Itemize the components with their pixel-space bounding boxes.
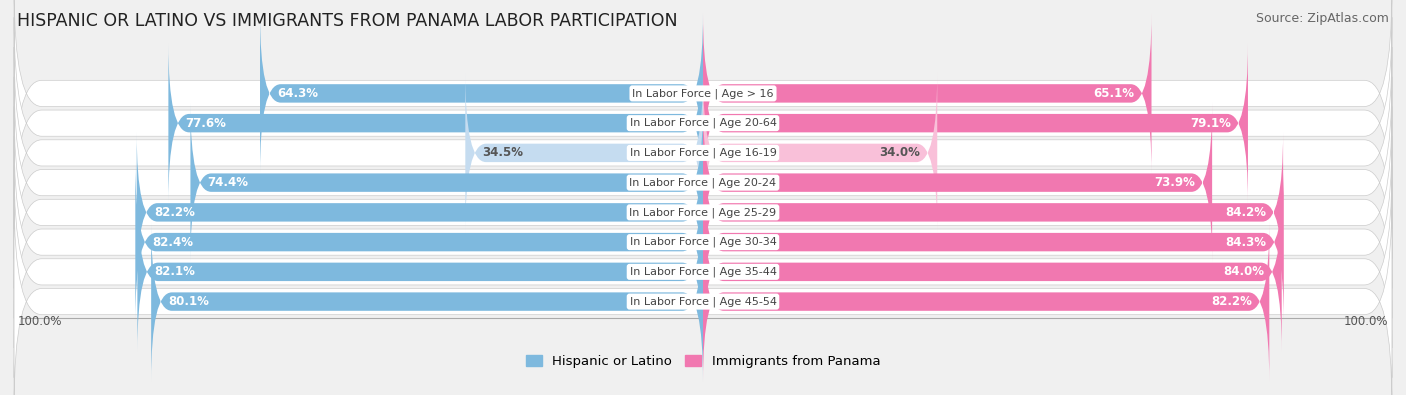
FancyBboxPatch shape: [703, 222, 1270, 382]
FancyBboxPatch shape: [703, 192, 1282, 352]
FancyBboxPatch shape: [152, 222, 703, 382]
Legend: Hispanic or Latino, Immigrants from Panama: Hispanic or Latino, Immigrants from Pana…: [520, 349, 886, 373]
FancyBboxPatch shape: [465, 73, 703, 233]
FancyBboxPatch shape: [14, 196, 1392, 395]
FancyBboxPatch shape: [14, 136, 1392, 348]
Text: In Labor Force | Age 35-44: In Labor Force | Age 35-44: [630, 267, 776, 277]
FancyBboxPatch shape: [703, 43, 1249, 203]
Text: In Labor Force | Age 20-64: In Labor Force | Age 20-64: [630, 118, 776, 128]
FancyBboxPatch shape: [703, 73, 938, 233]
FancyBboxPatch shape: [703, 132, 1284, 292]
FancyBboxPatch shape: [169, 43, 703, 203]
Text: 79.1%: 79.1%: [1189, 117, 1230, 130]
Text: In Labor Force | Age > 16: In Labor Force | Age > 16: [633, 88, 773, 99]
Text: 100.0%: 100.0%: [17, 315, 62, 328]
FancyBboxPatch shape: [136, 132, 703, 292]
FancyBboxPatch shape: [14, 166, 1392, 378]
FancyBboxPatch shape: [703, 162, 1284, 322]
Text: 34.0%: 34.0%: [879, 147, 920, 160]
Text: 100.0%: 100.0%: [1344, 315, 1389, 328]
Text: 73.9%: 73.9%: [1154, 176, 1195, 189]
Text: HISPANIC OR LATINO VS IMMIGRANTS FROM PANAMA LABOR PARTICIPATION: HISPANIC OR LATINO VS IMMIGRANTS FROM PA…: [17, 12, 678, 30]
FancyBboxPatch shape: [14, 0, 1392, 199]
Text: 64.3%: 64.3%: [277, 87, 318, 100]
FancyBboxPatch shape: [190, 103, 703, 263]
FancyBboxPatch shape: [14, 47, 1392, 259]
FancyBboxPatch shape: [14, 77, 1392, 288]
Text: In Labor Force | Age 25-29: In Labor Force | Age 25-29: [630, 207, 776, 218]
Text: 84.0%: 84.0%: [1223, 265, 1264, 278]
FancyBboxPatch shape: [14, 17, 1392, 229]
Text: 82.4%: 82.4%: [152, 235, 194, 248]
FancyBboxPatch shape: [138, 192, 703, 352]
Text: 82.2%: 82.2%: [153, 206, 195, 219]
FancyBboxPatch shape: [14, 107, 1392, 318]
Text: In Labor Force | Age 45-54: In Labor Force | Age 45-54: [630, 296, 776, 307]
FancyBboxPatch shape: [703, 103, 1212, 263]
Text: 82.2%: 82.2%: [1211, 295, 1253, 308]
Text: Source: ZipAtlas.com: Source: ZipAtlas.com: [1256, 12, 1389, 25]
FancyBboxPatch shape: [260, 13, 703, 173]
Text: 65.1%: 65.1%: [1094, 87, 1135, 100]
Text: In Labor Force | Age 30-34: In Labor Force | Age 30-34: [630, 237, 776, 247]
Text: 80.1%: 80.1%: [169, 295, 209, 308]
Text: 84.2%: 84.2%: [1225, 206, 1265, 219]
Text: 77.6%: 77.6%: [186, 117, 226, 130]
Text: 84.3%: 84.3%: [1226, 235, 1267, 248]
Text: 74.4%: 74.4%: [208, 176, 249, 189]
Text: In Labor Force | Age 20-24: In Labor Force | Age 20-24: [630, 177, 776, 188]
Text: 82.1%: 82.1%: [155, 265, 195, 278]
FancyBboxPatch shape: [135, 162, 703, 322]
Text: 34.5%: 34.5%: [482, 147, 523, 160]
Text: In Labor Force | Age 16-19: In Labor Force | Age 16-19: [630, 148, 776, 158]
FancyBboxPatch shape: [703, 13, 1152, 173]
